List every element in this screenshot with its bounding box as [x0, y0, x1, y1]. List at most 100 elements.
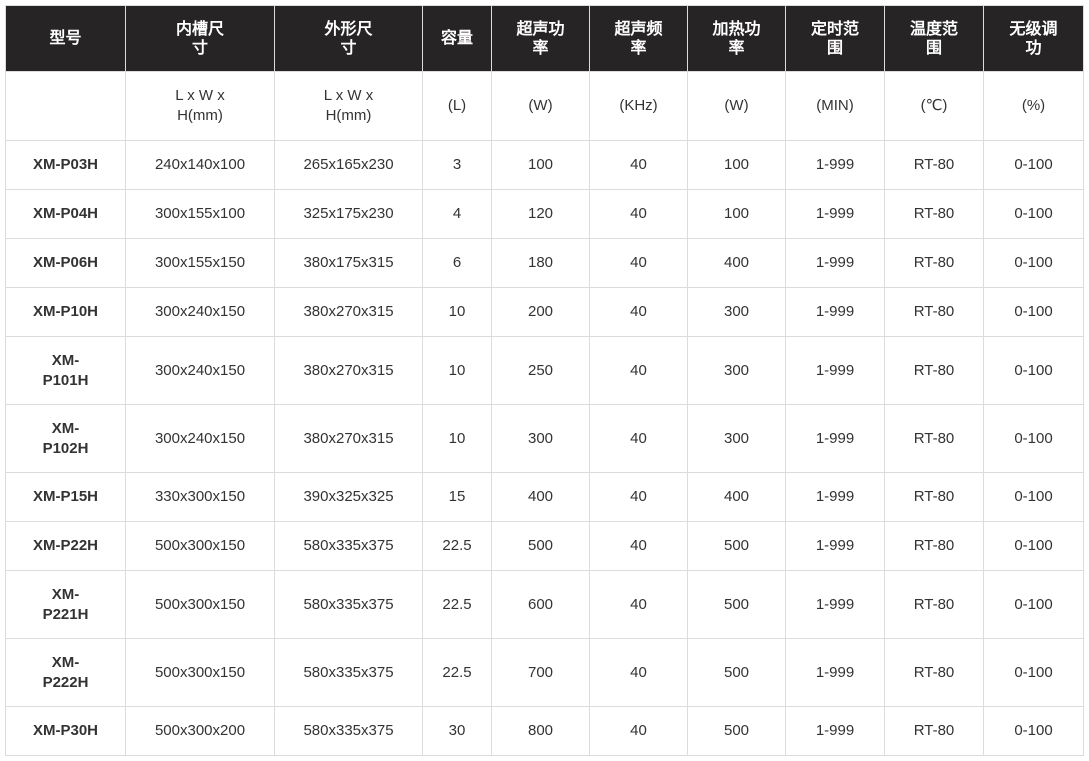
unit-outer-size: L x W x H(mm) — [274, 71, 423, 141]
cell-value: 0-100 — [1014, 254, 1053, 271]
cell-outer-size: 380x270x315 — [274, 336, 423, 405]
cell-inner-size: 500x300x150 — [125, 570, 275, 639]
cell-inner-size: 300x240x150 — [125, 336, 275, 405]
cell-value: 240x140x100 — [154, 156, 246, 173]
cell-value: RT-80 — [913, 205, 955, 222]
header-label: 容量 — [440, 30, 473, 47]
cell-value: XM-P22H — [32, 537, 99, 554]
cell-value: 380x270x315 — [303, 361, 394, 379]
cell-value: 10 — [448, 361, 466, 379]
unit-label: (W) — [528, 97, 553, 114]
cell-value: 300 — [723, 361, 750, 379]
cell-model: XM-P06H — [5, 238, 126, 288]
cell-model: XM-P222H — [5, 638, 126, 707]
cell-ultrasonic-power: 200 — [491, 287, 590, 337]
cell-value: 325x175x230 — [303, 205, 394, 222]
unit-label: (℃) — [920, 97, 948, 114]
cell-temperature-range: RT-80 — [884, 706, 984, 756]
cell-value: 1-999 — [815, 254, 855, 271]
cell-power-adjust: 0-100 — [983, 140, 1084, 190]
cell-timer-range: 1-999 — [785, 287, 885, 337]
cell-value: 500 — [723, 663, 750, 681]
table-row: XM-P222H 500x300x150 580x335x375 22.5 700 40 5… — [5, 638, 1084, 707]
unit-ultrasonic-power: (W) — [491, 71, 590, 141]
table-row: XM-P22H 500x300x150 580x335x375 22.5 500 40 50… — [5, 521, 1084, 571]
cell-value: RT-80 — [913, 537, 955, 554]
cell-ultrasonic-frequency: 40 — [589, 140, 688, 190]
cell-power-adjust: 0-100 — [983, 570, 1084, 639]
cell-model: XM-P30H — [5, 706, 126, 756]
cell-value: 10 — [448, 429, 466, 447]
cell-value: 0-100 — [1014, 303, 1053, 320]
cell-value: 200 — [527, 303, 554, 320]
unit-ultrasonic-frequency: (KHz) — [589, 71, 688, 141]
cell-capacity: 4 — [422, 189, 492, 239]
cell-temperature-range: RT-80 — [884, 472, 984, 522]
cell-heating-power: 500 — [687, 521, 786, 571]
table-row: XM-P04H 300x155x100 325x175x230 4 120 40 100 1-… — [5, 189, 1084, 239]
header-inner-size: 内槽尺寸 — [125, 5, 275, 72]
cell-value: 0-100 — [1014, 156, 1053, 173]
cell-heating-power: 300 — [687, 404, 786, 473]
cell-value: XM-P101H — [42, 351, 89, 389]
unit-capacity: (L) — [422, 71, 492, 141]
cell-value: 300 — [527, 429, 554, 447]
cell-value: 1-999 — [815, 488, 855, 505]
cell-inner-size: 330x300x150 — [125, 472, 275, 522]
cell-outer-size: 580x335x375 — [274, 521, 423, 571]
cell-value: 3 — [452, 156, 462, 173]
cell-value: 1-999 — [815, 429, 855, 447]
header-label: 超声频率 — [614, 20, 663, 57]
unit-heating-power: (W) — [687, 71, 786, 141]
cell-value: 500x300x150 — [154, 595, 246, 613]
cell-capacity: 30 — [422, 706, 492, 756]
table-row: XM-P03H 240x140x100 265x165x230 3 100 40 100 1-… — [5, 140, 1084, 190]
cell-value: 0-100 — [1014, 722, 1053, 739]
cell-value: 40 — [630, 429, 647, 447]
cell-value: 180 — [527, 254, 554, 271]
cell-ultrasonic-frequency: 40 — [589, 189, 688, 239]
header-label: 加热功率 — [712, 20, 761, 57]
cell-timer-range: 1-999 — [785, 140, 885, 190]
cell-heating-power: 100 — [687, 189, 786, 239]
cell-value: 300x240x150 — [154, 429, 246, 447]
spec-table: 型号 内槽尺寸 外形尺寸 容量 超声功率 超声频率 加热功率 定时范围 温度范围 无级调功 L x… — [5, 5, 1084, 756]
table-row: XM-P221H 500x300x150 580x335x375 22.5 600 40 5… — [5, 570, 1084, 639]
cell-timer-range: 1-999 — [785, 521, 885, 571]
cell-value: XM-P03H — [32, 156, 99, 173]
cell-ultrasonic-power: 700 — [491, 638, 590, 707]
cell-ultrasonic-power: 600 — [491, 570, 590, 639]
cell-power-adjust: 0-100 — [983, 189, 1084, 239]
cell-value: 40 — [630, 537, 647, 554]
cell-value: 0-100 — [1014, 595, 1053, 613]
table-row: XM-P06H 300x155x150 380x175x315 6 180 40 400 1-… — [5, 238, 1084, 288]
cell-heating-power: 400 — [687, 238, 786, 288]
cell-inner-size: 500x300x150 — [125, 521, 275, 571]
header-label: 超声功率 — [516, 20, 565, 57]
cell-power-adjust: 0-100 — [983, 706, 1084, 756]
cell-value: 4 — [452, 205, 462, 222]
cell-value: 40 — [630, 303, 647, 320]
cell-value: XM-P15H — [32, 488, 99, 505]
cell-value: 700 — [527, 663, 554, 681]
cell-value: 1-999 — [815, 537, 855, 554]
cell-value: 100 — [527, 156, 554, 173]
cell-timer-range: 1-999 — [785, 570, 885, 639]
cell-value: 500 — [723, 722, 750, 739]
cell-power-adjust: 0-100 — [983, 404, 1084, 473]
cell-timer-range: 1-999 — [785, 238, 885, 288]
cell-temperature-range: RT-80 — [884, 521, 984, 571]
unit-inner-size: L x W x H(mm) — [125, 71, 275, 141]
unit-label: L x W x H(mm) — [175, 87, 225, 124]
table-row: XM-P102H 300x240x150 380x270x315 10 300 40 300… — [5, 404, 1084, 473]
cell-ultrasonic-frequency: 40 — [589, 404, 688, 473]
cell-value: 1-999 — [815, 361, 855, 379]
cell-value: 0-100 — [1014, 361, 1053, 379]
cell-value: 120 — [527, 205, 554, 222]
cell-value: 380x175x315 — [303, 254, 394, 271]
cell-ultrasonic-power: 300 — [491, 404, 590, 473]
cell-value: 30 — [448, 722, 466, 739]
cell-inner-size: 240x140x100 — [125, 140, 275, 190]
cell-inner-size: 500x300x150 — [125, 638, 275, 707]
header-temperature-range: 温度范围 — [884, 5, 984, 72]
